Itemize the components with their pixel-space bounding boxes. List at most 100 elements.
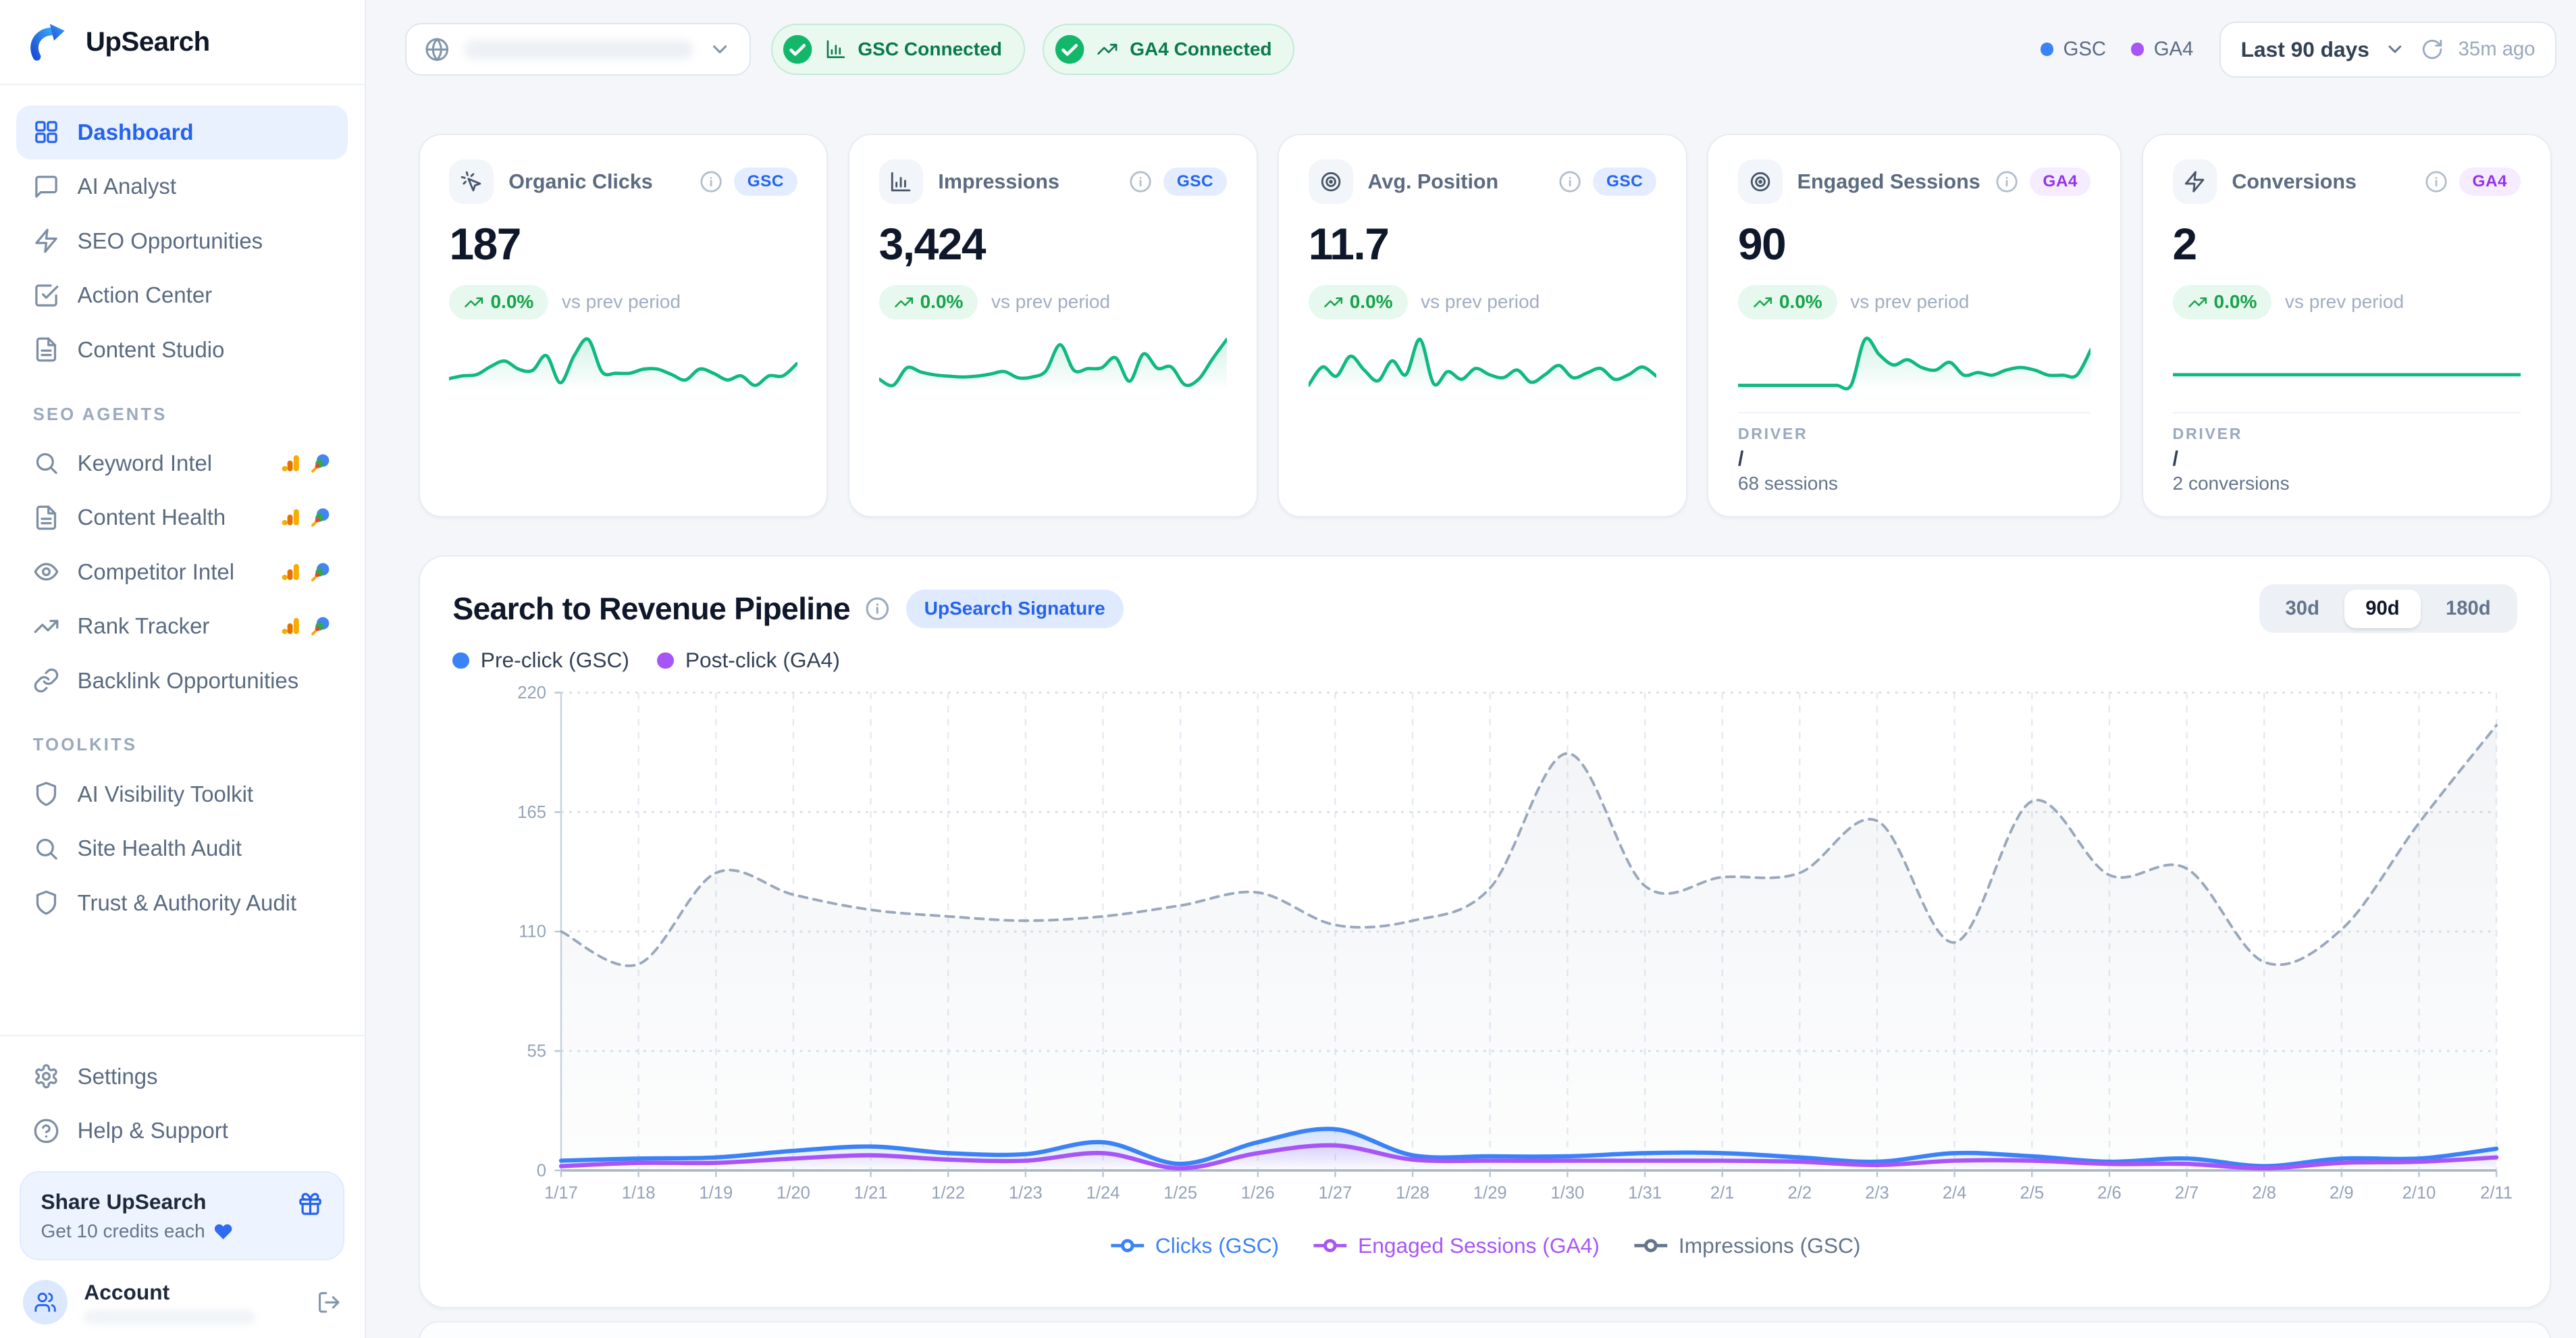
sidebar-item-settings[interactable]: Settings [16,1050,348,1104]
sidebar-item-rank-tracker[interactable]: Rank Tracker [16,599,348,653]
chevron-down-icon [713,45,727,53]
info-icon[interactable] [1558,170,1581,193]
sidebar-item-ai-analyst[interactable]: AI Analyst [16,159,348,213]
range-90d[interactable]: 90d [2344,589,2421,629]
top-legend-item: Pre-click (GSC) [452,648,629,673]
main-area: GSC Connected GA4 Connected GSC GA4 Last 9… [366,0,2576,1338]
change-pill: 0.0% [1737,284,1837,320]
range-30d[interactable]: 30d [2285,597,2319,619]
svg-text:220: 220 [518,684,547,702]
legend-dot [452,652,469,669]
sidebar-item-seo-opportunities[interactable]: SEO Opportunities [16,214,348,268]
sidebar-item-help-support[interactable]: Help & Support [16,1104,348,1158]
kpi-card-avg-position: Avg. Position GSC 11.7 0.0% vs prev period [1277,133,1687,517]
chart-legend-impressions-gsc-[interactable]: Impressions (GSC) [1633,1233,1860,1258]
check-circle-icon [1055,34,1084,64]
source-badge: GA4 [2459,167,2521,197]
date-range-control[interactable]: Last 90 days 35m ago [2219,21,2556,78]
gsc-connected-badge[interactable]: GSC Connected [770,24,1025,75]
sidebar-item-backlink-opportunities[interactable]: Backlink Opportunities [16,654,348,708]
chart-legend-clicks-gsc-[interactable]: Clicks (GSC) [1109,1233,1279,1258]
svg-text:2/7: 2/7 [2175,1184,2199,1203]
info-icon[interactable] [1995,170,2018,193]
range-180d[interactable]: 180d [2445,597,2491,619]
kpi-card-organic-clicks: Organic Clicks GSC 187 0.0% vs prev period [418,133,829,517]
sidebar-item-keyword-intel[interactable]: Keyword Intel [16,436,348,490]
search-console-icon [311,454,330,473]
content: Organic Clicks GSC 187 0.0% vs prev period Im… [366,86,2576,1338]
change-note: vs prev period [561,291,681,313]
pipeline-card: Search to Revenue Pipeline UpSearch Sign… [418,555,2552,1308]
trending-up-icon [1097,44,1118,55]
range-toggle: 30d 90d 180d [2259,584,2517,634]
change-pill: 0.0% [449,284,549,320]
info-icon[interactable] [1129,170,1152,193]
search-console-icon [311,509,330,528]
search-icon [36,453,57,475]
app-logo[interactable]: UpSearch [0,0,365,86]
change-note: vs prev period [1421,291,1540,313]
account-row[interactable]: Account [16,1275,348,1325]
sidebar-item-site-health-audit[interactable]: Site Health Audit [16,821,348,875]
help-circle-icon [34,1118,59,1143]
trending-up-icon [1323,297,1342,307]
connected-source-badges [280,561,332,583]
pipeline-title: Search to Revenue Pipeline [452,591,850,627]
sidebar-item-content-health[interactable]: Content Health [16,490,348,544]
sparkline [1736,336,2093,391]
connected-source-badges [280,453,332,474]
next-section-card-peek [418,1321,2552,1338]
change-note: vs prev period [991,291,1111,313]
sidebar-item-ai-visibility-toolkit[interactable]: AI Visibility Toolkit [16,767,348,821]
svg-text:1/23: 1/23 [1009,1184,1043,1203]
legend-marker-icon [1111,1239,1144,1253]
section-label: SEO AGENTS [32,405,167,424]
kpi-card-impressions: Impressions GSC 3,424 0.0% vs prev period [847,133,1258,517]
pipeline-chart[interactable]: 0 55 110 165 220 1/17 1/18 1/19 1/20 1/21 1/22 1/23… [452,679,2517,1233]
sparkline [1307,337,1658,390]
sidebar-item-dashboard[interactable]: Dashboard [16,105,348,160]
sidebar-item-competitor-intel[interactable]: Competitor Intel [16,545,348,599]
ga4-connected-badge[interactable]: GA4 Connected [1043,24,1295,75]
sidebar-item-action-center[interactable]: Action Center [16,268,348,322]
legend-marker-icon [1313,1239,1347,1253]
kpi-value: 90 [1737,218,1787,269]
legend-marker-icon [1634,1239,1667,1253]
change-note: vs prev period [2284,291,2404,313]
logout-icon[interactable] [317,1290,342,1315]
share-upsearch-card[interactable]: Share UpSearch Get 10 credits each [20,1171,345,1260]
sparkline [448,337,799,390]
info-icon[interactable] [865,596,890,621]
account-label: Account [84,1279,170,1304]
change-note: vs prev period [1850,291,1970,313]
layout-grid-icon [35,121,57,144]
settings-icon [35,1064,57,1089]
info-icon[interactable] [700,170,722,193]
svg-text:2/3: 2/3 [1866,1184,1890,1203]
trending-up-icon [34,619,59,634]
sidebar: UpSearch Dashboard AI Analyst SEO Opportun… [0,0,366,1338]
google-analytics-icon [282,618,299,635]
kpi-value: 2 [2172,218,2198,269]
legend-dot [2040,43,2054,56]
link-icon [34,669,59,693]
kpi-icon-tile [1737,159,1783,204]
svg-text:0: 0 [537,1162,546,1181]
sidebar-item-trust-authority-audit[interactable]: Trust & Authority Audit [16,876,348,930]
share-subtitle: Get 10 credits each [41,1220,205,1242]
source-legend-ga4: GA4 [2130,38,2193,61]
globe-icon [425,37,448,61]
refresh-icon[interactable] [2421,38,2444,61]
svg-text:1/18: 1/18 [622,1184,656,1203]
source-legend: GSC GA4 [2040,38,2193,61]
sparkline [2171,373,2523,377]
chart-legend-engaged-sessions-ga4-[interactable]: Engaged Sessions (GA4) [1312,1233,1600,1258]
info-icon[interactable] [2425,170,2448,193]
sidebar-item-content-studio[interactable]: Content Studio [16,323,348,377]
change-pill: 0.0% [1308,284,1408,320]
domain-selector[interactable] [405,23,752,76]
kpi-title: Conversions [2232,170,2357,193]
source-badge: GSC [734,167,797,197]
svg-text:110: 110 [519,923,547,942]
